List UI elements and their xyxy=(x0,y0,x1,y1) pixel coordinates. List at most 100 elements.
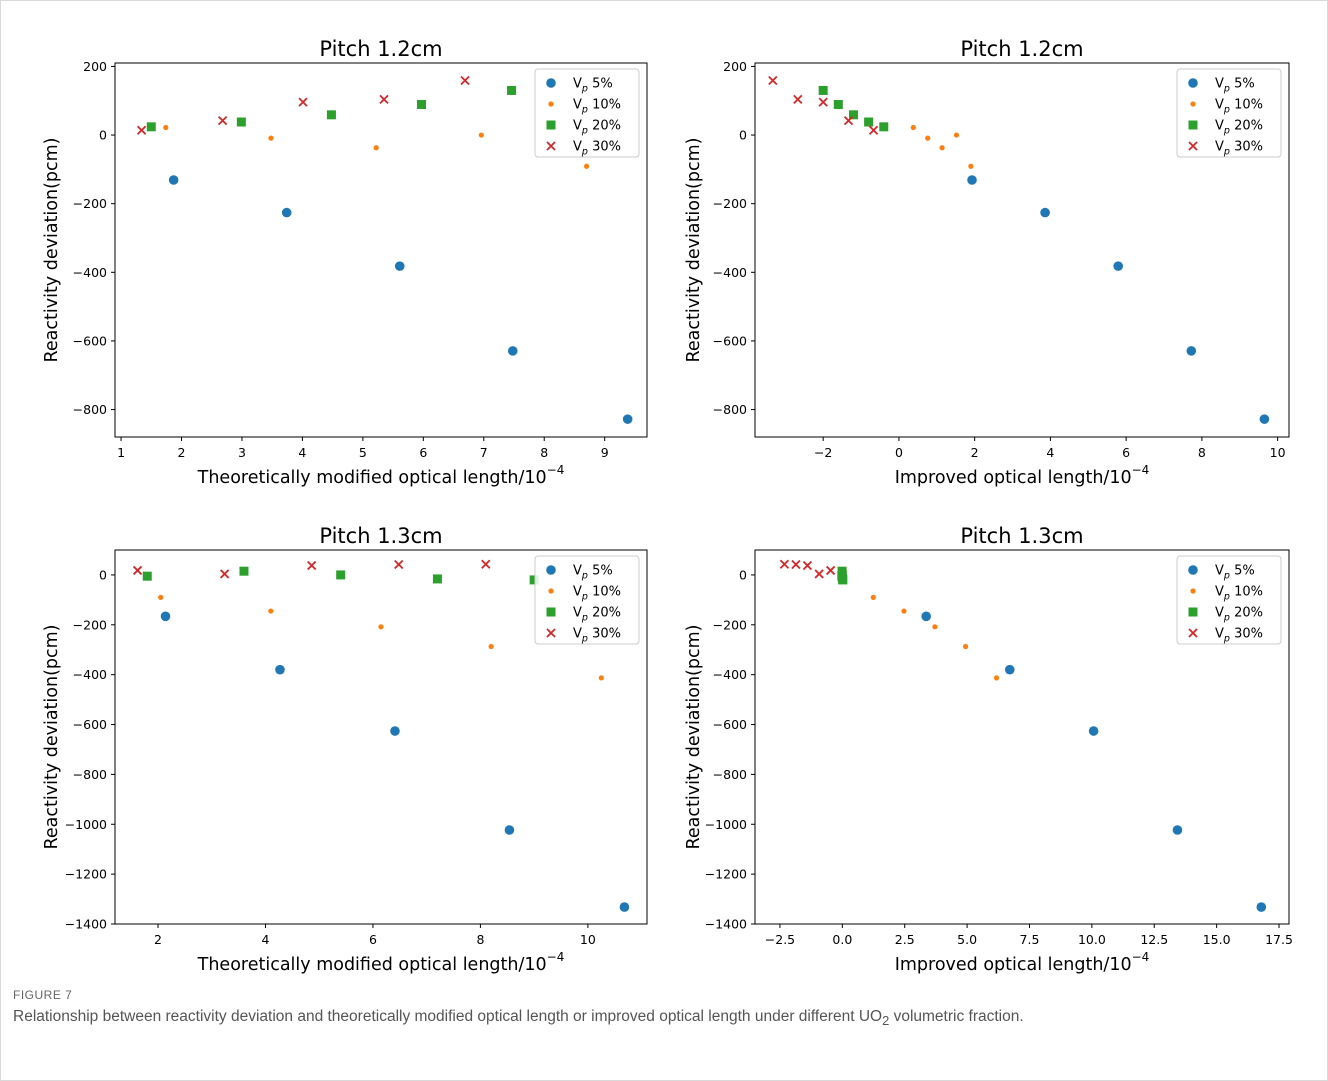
data-point xyxy=(779,559,790,569)
data-point xyxy=(879,122,889,132)
series-2 xyxy=(910,124,974,169)
y-tick-label: −800 xyxy=(73,402,107,417)
data-point xyxy=(910,124,916,131)
x-tick-label: 0 xyxy=(895,445,903,460)
legend-marker xyxy=(548,101,554,107)
x-tick-label: 0.0 xyxy=(832,932,852,947)
series-1 xyxy=(168,175,633,424)
y-tick-label: −200 xyxy=(713,196,747,211)
x-tick-label: 10 xyxy=(1270,445,1286,460)
series-1 xyxy=(967,175,1270,424)
x-tick-label: 4 xyxy=(298,445,306,460)
data-point xyxy=(1088,726,1099,736)
data-point xyxy=(848,110,858,120)
data-point xyxy=(160,611,171,622)
legend-box xyxy=(534,555,640,645)
legend: Vp 5%Vp 10%Vp 20%Vp 30% xyxy=(534,555,640,645)
series-3 xyxy=(142,566,539,585)
y-tick-label: −800 xyxy=(713,767,747,782)
chart-title: Pitch 1.3cm xyxy=(319,524,442,548)
x-tick-label: 3 xyxy=(238,445,246,460)
y-tick-label: −800 xyxy=(713,402,747,417)
y-tick-label: −600 xyxy=(73,333,107,348)
data-point xyxy=(993,675,1000,681)
data-point xyxy=(268,608,274,614)
series-4 xyxy=(779,559,836,579)
data-point xyxy=(583,163,590,169)
series-3 xyxy=(837,566,848,585)
y-tick-label: 200 xyxy=(83,59,107,74)
data-point xyxy=(1172,825,1183,835)
data-point xyxy=(814,569,824,579)
caption-pre: Relationship between reactivity deviatio… xyxy=(13,1008,883,1025)
data-point xyxy=(825,565,836,576)
data-point xyxy=(488,643,494,650)
data-point xyxy=(158,594,164,600)
axes-frame xyxy=(114,62,648,438)
x-tick-label: 2.5 xyxy=(895,932,915,947)
data-point xyxy=(136,125,147,135)
chart-panel-4: Pitch 1.3cm −2.5 0.0 2.5 5.0 7.5 10.0 12.5 15.0 1… xyxy=(684,524,1293,975)
data-point xyxy=(598,675,604,681)
legend-marker xyxy=(1188,565,1198,575)
x-tick-label: −2.5 xyxy=(765,932,795,947)
data-point xyxy=(1256,902,1267,912)
x-tick-label: 5 xyxy=(359,445,367,460)
data-point xyxy=(507,85,517,95)
y-tick-label: −1000 xyxy=(705,817,747,832)
y-tick-label: −1400 xyxy=(705,917,747,932)
x-tick-label: 12.5 xyxy=(1140,932,1168,947)
data-point xyxy=(622,414,633,424)
legend: Vp 5%Vp 10%Vp 20%Vp 30% xyxy=(534,68,640,158)
x-tick-label: 8 xyxy=(1198,445,1206,460)
data-point xyxy=(432,574,442,584)
data-point xyxy=(833,100,843,110)
data-point xyxy=(132,565,143,576)
data-point xyxy=(802,560,813,571)
figure-label: FIGURE 7 xyxy=(13,988,73,1002)
data-point xyxy=(219,569,230,579)
data-point xyxy=(967,175,977,185)
y-tick-label: −800 xyxy=(73,767,107,782)
y-axis-label: Reactivity deviation(pcm) xyxy=(684,138,704,363)
chart-title: Pitch 1.3cm xyxy=(960,524,1083,548)
y-tick-label: 200 xyxy=(723,59,747,74)
legend-marker xyxy=(546,78,556,88)
legend-box xyxy=(534,68,640,158)
y-axis-label: Reactivity deviation(pcm) xyxy=(684,625,704,850)
data-point xyxy=(1113,261,1123,271)
data-point xyxy=(768,75,778,86)
chart-panel-2: Pitch 1.2cm −2 0 2 4 6 8 10 −800 −600 −400 −200 0 200… xyxy=(684,37,1290,488)
data-point xyxy=(932,624,938,630)
data-point xyxy=(529,575,539,585)
data-point xyxy=(1259,414,1270,424)
y-axis-label: Reactivity deviation(pcm) xyxy=(42,138,62,363)
legend-box xyxy=(1176,68,1282,158)
y-tick-label: −1000 xyxy=(65,817,107,832)
data-point xyxy=(379,94,389,105)
data-point xyxy=(394,559,404,570)
legend-box xyxy=(1176,555,1282,645)
caption-text: Relationship between reactivity deviatio… xyxy=(13,1006,1313,1031)
chart-title: Pitch 1.2cm xyxy=(960,37,1083,61)
chart-panel-3: Pitch 1.3cm 2 4 6 8 10 −1400 −1200 −1000 −800 −600… xyxy=(42,524,648,975)
data-point xyxy=(378,624,384,630)
x-tick-label: 6 xyxy=(369,932,377,947)
legend: Vp 5%Vp 10%Vp 20%Vp 30% xyxy=(1176,68,1282,158)
series-4 xyxy=(768,75,879,135)
y-tick-label: 0 xyxy=(99,567,107,582)
legend-marker xyxy=(1190,588,1196,594)
chart-panel-1: Pitch 1.2cm 1 2 3 4 5 6 7 8 9 −800 −600 −400 −200 0 200… xyxy=(42,37,648,488)
y-tick-label: −600 xyxy=(713,717,747,732)
x-tick-label: 7 xyxy=(480,445,488,460)
data-point xyxy=(163,124,169,131)
y-tick-label: 0 xyxy=(99,128,107,143)
caption-sub: 2 xyxy=(882,1013,890,1029)
data-point xyxy=(168,175,179,185)
data-point xyxy=(268,135,274,141)
x-axis-label: Theoretically modified optical length/10… xyxy=(197,950,565,975)
legend-marker xyxy=(1188,78,1198,88)
x-axis-label: Theoretically modified optical length/10… xyxy=(197,463,565,488)
data-point xyxy=(417,100,427,110)
